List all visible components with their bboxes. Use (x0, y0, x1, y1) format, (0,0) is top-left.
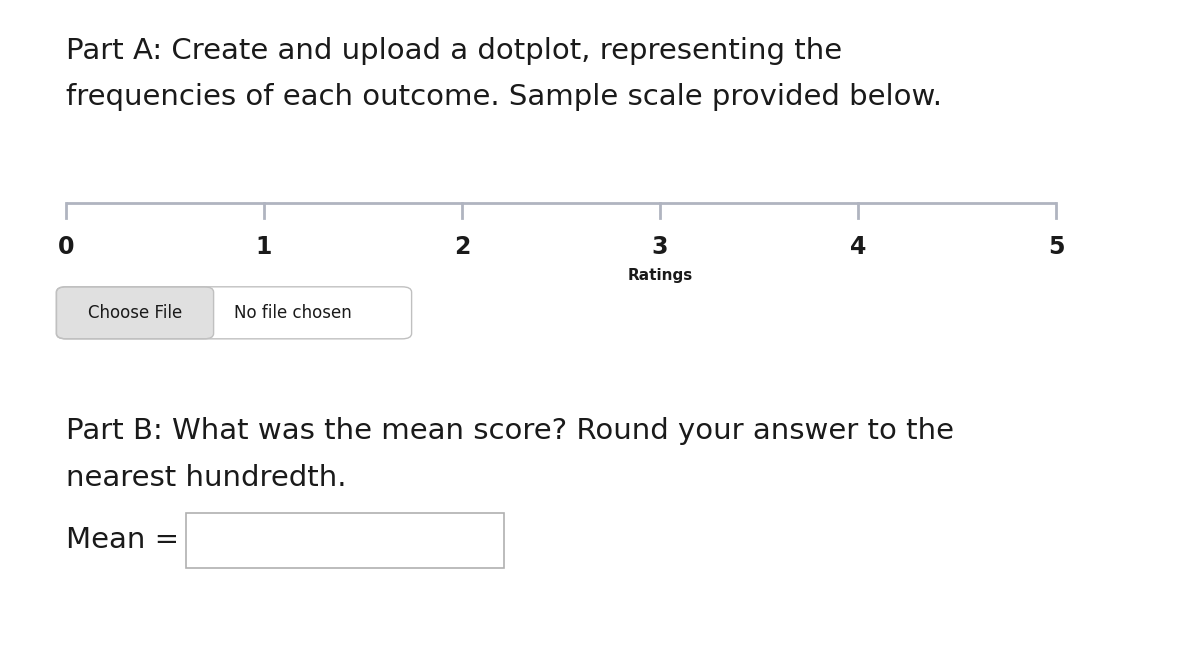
Text: Ratings: Ratings (628, 268, 692, 283)
Text: 1: 1 (256, 235, 272, 259)
Text: No file chosen: No file chosen (234, 304, 352, 321)
Text: 4: 4 (850, 235, 866, 259)
Text: 0: 0 (58, 235, 74, 259)
FancyBboxPatch shape (56, 287, 214, 339)
Text: 5: 5 (1048, 235, 1064, 259)
Text: Part A: Create and upload a dotplot, representing the: Part A: Create and upload a dotplot, rep… (66, 37, 842, 65)
Text: Mean =: Mean = (66, 526, 179, 554)
Text: 3: 3 (652, 235, 668, 259)
FancyBboxPatch shape (186, 513, 504, 568)
Text: frequencies of each outcome. Sample scale provided below.: frequencies of each outcome. Sample scal… (66, 83, 942, 111)
Text: Part B: What was the mean score? Round your answer to the: Part B: What was the mean score? Round y… (66, 417, 954, 445)
Text: nearest hundredth.: nearest hundredth. (66, 464, 347, 492)
Text: Choose File: Choose File (88, 304, 182, 321)
Text: 2: 2 (454, 235, 470, 259)
